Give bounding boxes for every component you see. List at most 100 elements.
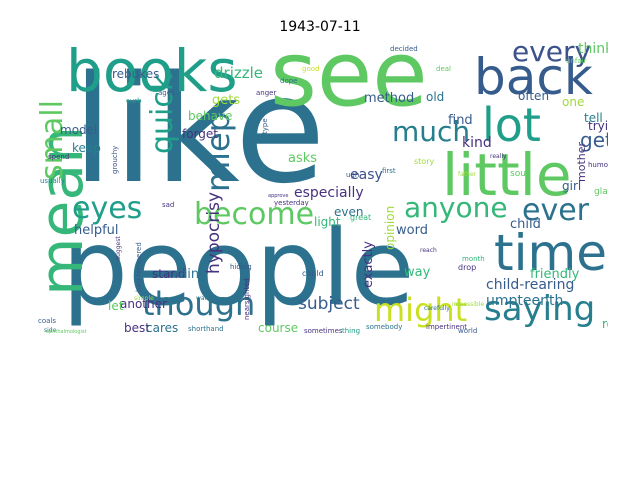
- word-saying: saying: [484, 289, 596, 329]
- chart-title: 1943-07-11: [279, 19, 361, 35]
- word-mother: mother: [575, 141, 588, 182]
- word-cares: cares: [146, 321, 179, 335]
- word-side: side: [44, 327, 57, 334]
- word-think: think: [578, 41, 608, 57]
- word-little: little: [442, 141, 572, 209]
- word-grouchy: grouchy: [111, 145, 119, 174]
- word-anger: anger: [256, 89, 277, 97]
- word-anyone: anyone: [404, 191, 508, 224]
- word-hypocrisy: hypocrisy: [204, 191, 224, 274]
- word-light: light: [314, 215, 341, 229]
- word-drizzle: drizzle: [214, 64, 263, 82]
- word-even: even: [334, 205, 364, 219]
- word-curb: curb: [126, 97, 142, 105]
- word-forget: forget: [182, 127, 218, 141]
- word-role: role: [602, 317, 608, 331]
- word-easy: easy: [350, 167, 383, 183]
- word-word: word: [396, 223, 428, 238]
- word-people: people: [62, 207, 415, 329]
- word-coals: coals: [38, 317, 57, 325]
- word-decided: decided: [390, 45, 418, 53]
- word-child-rearing: child-rearing: [486, 277, 575, 293]
- word-walking: walking: [196, 295, 220, 302]
- word-exactly: exactly: [361, 241, 376, 288]
- word-usually: usually: [40, 177, 65, 185]
- word-girl: girl: [562, 179, 582, 193]
- word-especially: especially: [294, 185, 364, 201]
- word-find: find: [448, 113, 473, 128]
- word-somebody: somebody: [366, 323, 403, 331]
- word-best: best: [124, 321, 150, 335]
- word-behave: behave: [188, 109, 233, 123]
- word-opinion: opinion: [383, 205, 397, 250]
- word-gets: gets: [212, 93, 241, 108]
- word-spend: spend: [48, 153, 70, 161]
- word-umpteenth: umpteenth: [486, 293, 564, 309]
- word-get: get: [580, 128, 608, 152]
- word-drop: drop: [458, 263, 477, 272]
- word-approve: approve: [268, 193, 289, 199]
- word-nearsighted: nearsighted: [243, 278, 251, 320]
- word-method: method: [364, 91, 415, 106]
- word-kind: kind: [462, 135, 492, 151]
- word-sad: sad: [162, 201, 175, 209]
- word-helpful: helpful: [74, 223, 119, 238]
- word-another: another: [120, 297, 167, 311]
- word-see: see: [270, 38, 428, 127]
- word-hiding: hiding: [230, 263, 252, 271]
- word-course: course: [258, 321, 299, 335]
- word-cloud: like people see books back mean little l…: [32, 38, 608, 346]
- word-world: world: [458, 327, 478, 335]
- word-rebukes: rebukes: [112, 67, 160, 81]
- word-sour: sour: [510, 169, 530, 179]
- word-month: month: [462, 255, 485, 263]
- word-impossible: impossible: [452, 301, 485, 308]
- word-become: become: [194, 197, 315, 232]
- word-model: model: [60, 123, 98, 137]
- word-humorous: humorous: [588, 161, 608, 169]
- word-suggest: suggest: [115, 236, 122, 260]
- word-though: though: [142, 285, 256, 323]
- word-tell: tell: [584, 111, 603, 125]
- word-quick: quick: [145, 73, 180, 154]
- word-small: small: [35, 100, 70, 180]
- word-lot: lot: [482, 98, 541, 152]
- word-trying: trying: [588, 119, 608, 133]
- word-carefully: carefully: [424, 305, 450, 312]
- word-shorthand: shorthand: [188, 325, 224, 333]
- word-might: might: [374, 291, 468, 329]
- word-often: often: [518, 89, 550, 103]
- word-subject: subject: [298, 294, 360, 314]
- word-really: really: [490, 153, 507, 160]
- word-sometimes: sometimes: [304, 327, 343, 335]
- word-way: way: [404, 265, 431, 280]
- word-one: one: [562, 95, 585, 109]
- word-back: back: [474, 48, 593, 106]
- word-great: great: [350, 213, 372, 222]
- word-keep: keep: [72, 141, 101, 155]
- word-stand: stand: [152, 267, 186, 281]
- word-ophthalmologist: ophthalmologist: [46, 329, 87, 335]
- word-books: books: [66, 38, 238, 105]
- word-simple: simple: [134, 295, 154, 302]
- word-child: child: [510, 217, 541, 232]
- word-eyes: eyes: [72, 191, 143, 226]
- word-impertinent: impertinent: [426, 323, 468, 331]
- word-friendly: friendly: [530, 267, 580, 282]
- word-old: old: [426, 90, 445, 104]
- word-good: good: [302, 65, 320, 73]
- word-father: father: [458, 171, 477, 178]
- word-could: could: [302, 269, 324, 278]
- word-deal: deal: [436, 65, 451, 73]
- word-reach: reach: [420, 247, 437, 254]
- word-ever: ever: [522, 193, 590, 228]
- word-miep: miep: [199, 111, 237, 192]
- word-type: type: [261, 118, 269, 134]
- word-like: like: [72, 44, 326, 216]
- word-time: time: [494, 224, 607, 282]
- word-ages: ages: [158, 89, 175, 97]
- word-first: first: [382, 167, 396, 175]
- word-thing: thing: [342, 327, 361, 335]
- word-dope: dope: [280, 77, 298, 85]
- word-let: let: [108, 299, 124, 313]
